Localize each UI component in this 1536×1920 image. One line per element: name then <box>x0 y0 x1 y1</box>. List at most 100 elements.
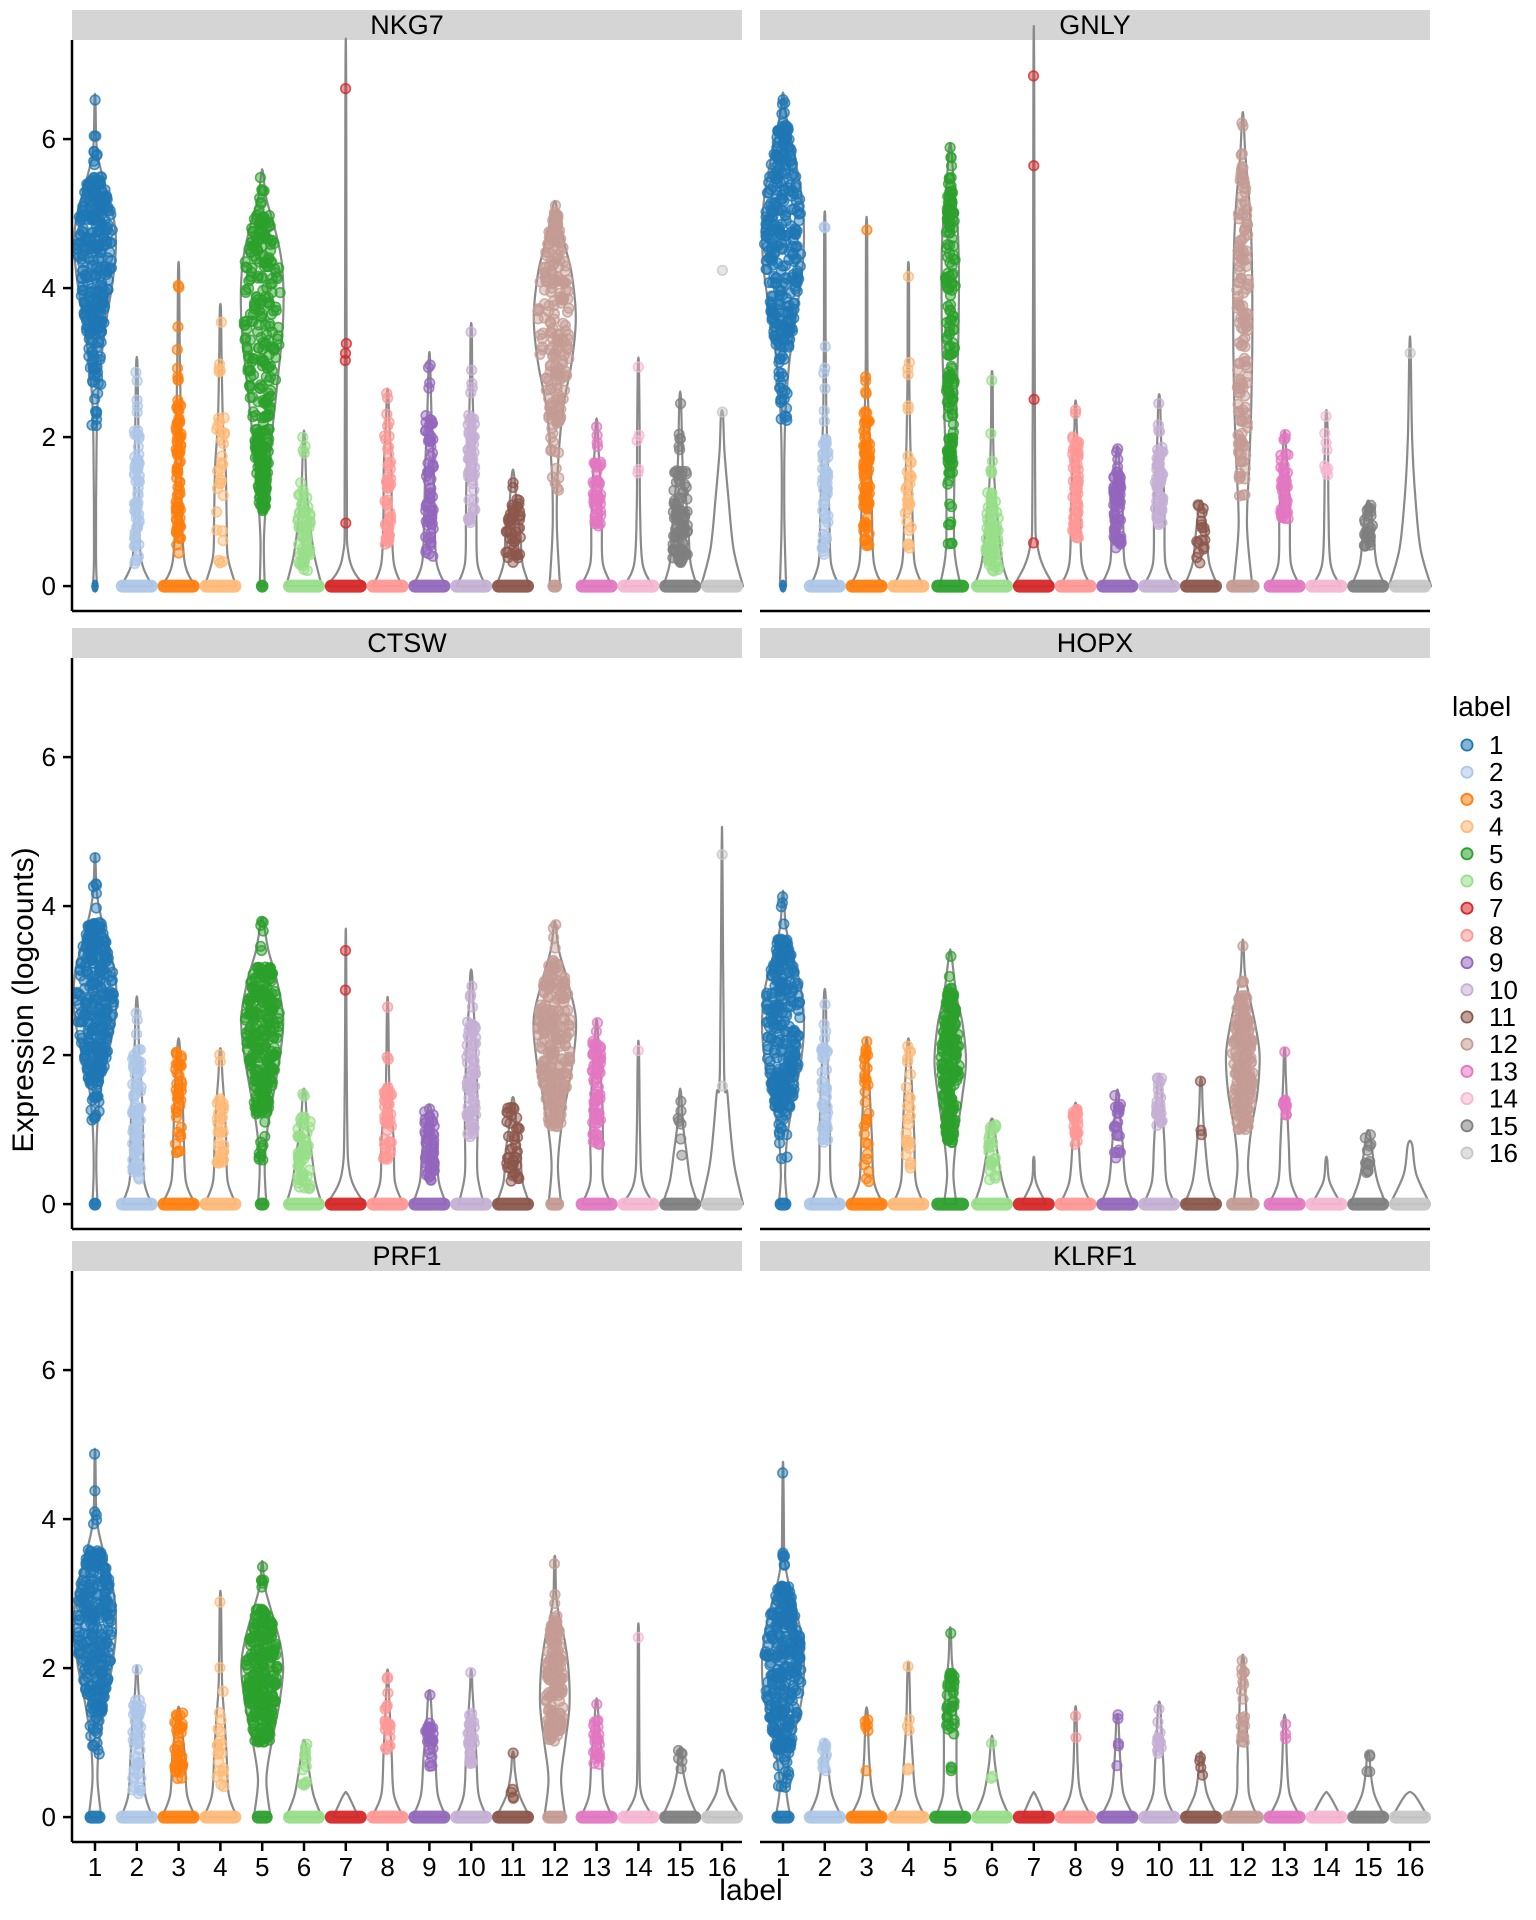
zero-expression-bar <box>450 579 493 593</box>
data-point <box>469 1067 481 1080</box>
data-point <box>547 922 560 934</box>
zero-expression-bar <box>492 579 534 593</box>
data-point <box>781 1151 793 1163</box>
data-point <box>75 956 87 969</box>
data-point <box>73 999 85 1011</box>
data-point <box>785 145 797 157</box>
data-point <box>673 465 685 477</box>
data-point <box>292 1150 305 1162</box>
data-point <box>819 998 831 1011</box>
data-point <box>91 362 103 374</box>
zero-expression-bar <box>1096 579 1139 593</box>
data-point <box>1241 324 1254 336</box>
data-point <box>781 387 793 400</box>
data-point <box>533 303 545 315</box>
data-point <box>382 1001 394 1013</box>
data-point <box>951 1074 963 1086</box>
data-point <box>293 489 305 501</box>
data-point <box>260 371 272 383</box>
data-point <box>259 1116 271 1128</box>
data-point <box>818 509 831 521</box>
data-point <box>1280 476 1292 488</box>
data-point <box>247 225 259 238</box>
data-point <box>245 1053 257 1065</box>
data-point <box>861 491 873 503</box>
data-point <box>88 130 100 142</box>
data-point <box>131 394 143 406</box>
data-point <box>254 475 266 487</box>
data-point <box>591 1038 603 1050</box>
data-point <box>945 198 957 210</box>
data-point <box>1153 397 1165 410</box>
data-point <box>255 919 267 932</box>
data-point <box>859 1096 871 1108</box>
data-point <box>92 378 104 390</box>
data-point <box>468 446 480 459</box>
data-point <box>784 287 797 300</box>
data-point <box>1070 467 1082 479</box>
data-point <box>859 1052 871 1064</box>
data-point <box>901 1113 914 1125</box>
data-point <box>253 204 265 216</box>
data-point <box>133 516 145 528</box>
data-point <box>340 82 352 95</box>
data-point <box>340 517 352 529</box>
data-point <box>818 405 830 417</box>
data-point <box>1358 514 1371 526</box>
data-point <box>295 477 307 489</box>
data-point <box>1071 1127 1083 1140</box>
panel-title-GNLY: GNLY <box>1059 10 1131 40</box>
zero-expression-bar <box>91 579 99 593</box>
zero-expression-bar <box>971 579 1013 593</box>
data-point <box>263 387 275 399</box>
data-point <box>816 1045 829 1057</box>
data-point <box>762 228 774 240</box>
panel-title-CTSW: CTSW <box>367 628 447 658</box>
zero-expression-bar <box>366 579 409 593</box>
data-point <box>240 286 252 299</box>
data-point <box>590 1025 603 1038</box>
zero-expression-bar <box>701 579 743 593</box>
data-point <box>1276 509 1288 522</box>
data-point <box>83 1057 95 1069</box>
data-point <box>945 1097 957 1109</box>
data-point <box>298 1090 310 1102</box>
zero-expression-bar <box>545 1197 565 1211</box>
data-point <box>95 191 108 203</box>
data-point <box>293 507 306 519</box>
data-point <box>173 502 185 514</box>
data-point <box>904 1068 917 1080</box>
data-point <box>89 405 102 418</box>
data-point <box>904 1092 916 1104</box>
data-point <box>778 107 790 119</box>
data-point <box>904 498 916 510</box>
data-point <box>300 1135 312 1147</box>
data-point <box>1236 415 1248 428</box>
data-point <box>255 486 267 498</box>
data-point <box>170 443 182 455</box>
data-point <box>89 393 101 405</box>
data-point <box>1237 120 1249 132</box>
data-point <box>591 1108 603 1120</box>
data-point <box>779 134 791 146</box>
data-point <box>172 1145 184 1158</box>
data-point <box>251 291 263 303</box>
data-point <box>588 478 600 491</box>
data-point <box>1243 280 1255 292</box>
data-point <box>243 275 255 287</box>
data-point <box>770 974 782 987</box>
data-point <box>85 286 97 298</box>
data-point <box>900 1081 912 1093</box>
data-point <box>1275 449 1287 461</box>
data-point <box>779 321 791 333</box>
data-point <box>946 269 958 281</box>
data-point <box>858 463 870 475</box>
data-point <box>253 1151 265 1163</box>
y-tick-label: 6 <box>42 742 56 772</box>
data-point <box>104 246 116 258</box>
data-point <box>257 987 269 1000</box>
data-point <box>675 1133 687 1145</box>
data-point <box>545 964 558 977</box>
